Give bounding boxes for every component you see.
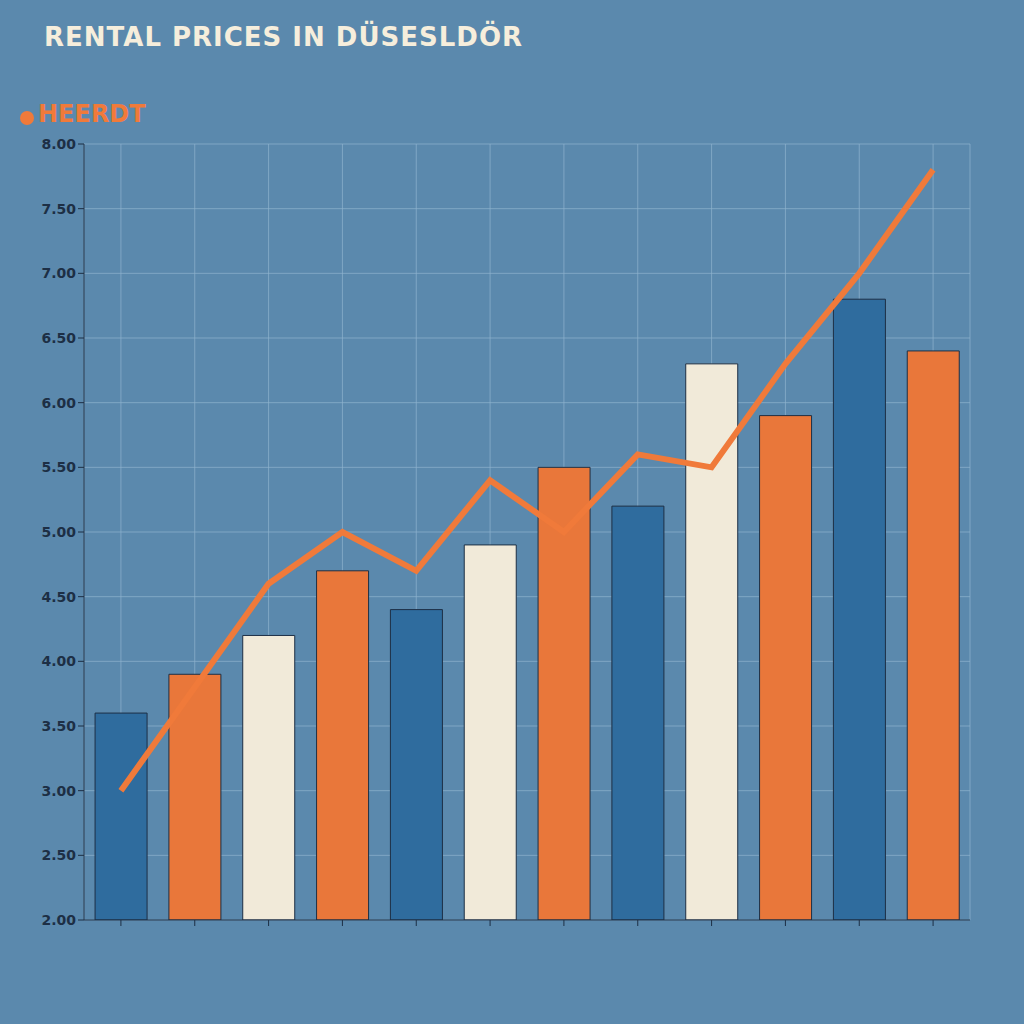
html-text:RENTAL PRICES IN DÜSESLDÖR: RENTAL PRICES IN DÜSESLDÖR [44,22,523,52]
svg-text:3.50: 3.50 [41,718,76,734]
svg-text:2.00: 2.00 [41,912,76,928]
svg-text:8.00: 8.00 [41,136,76,152]
svg-text:6.00: 6.00 [41,395,76,411]
svg-text:3.00: 3.00 [41,783,76,799]
html-text:HEERDT: HEERDT [38,100,146,128]
svg-text:4.00: 4.00 [41,653,76,669]
svg-text:6.50: 6.50 [41,330,76,346]
svg-text:2.50: 2.50 [41,847,76,863]
svg-text:7.50: 7.50 [41,201,76,217]
svg-text:5.00: 5.00 [41,524,76,540]
svg-text:5.50: 5.50 [41,459,76,475]
svg-text:4.50: 4.50 [41,589,76,605]
svg-text:7.00: 7.00 [41,265,76,281]
